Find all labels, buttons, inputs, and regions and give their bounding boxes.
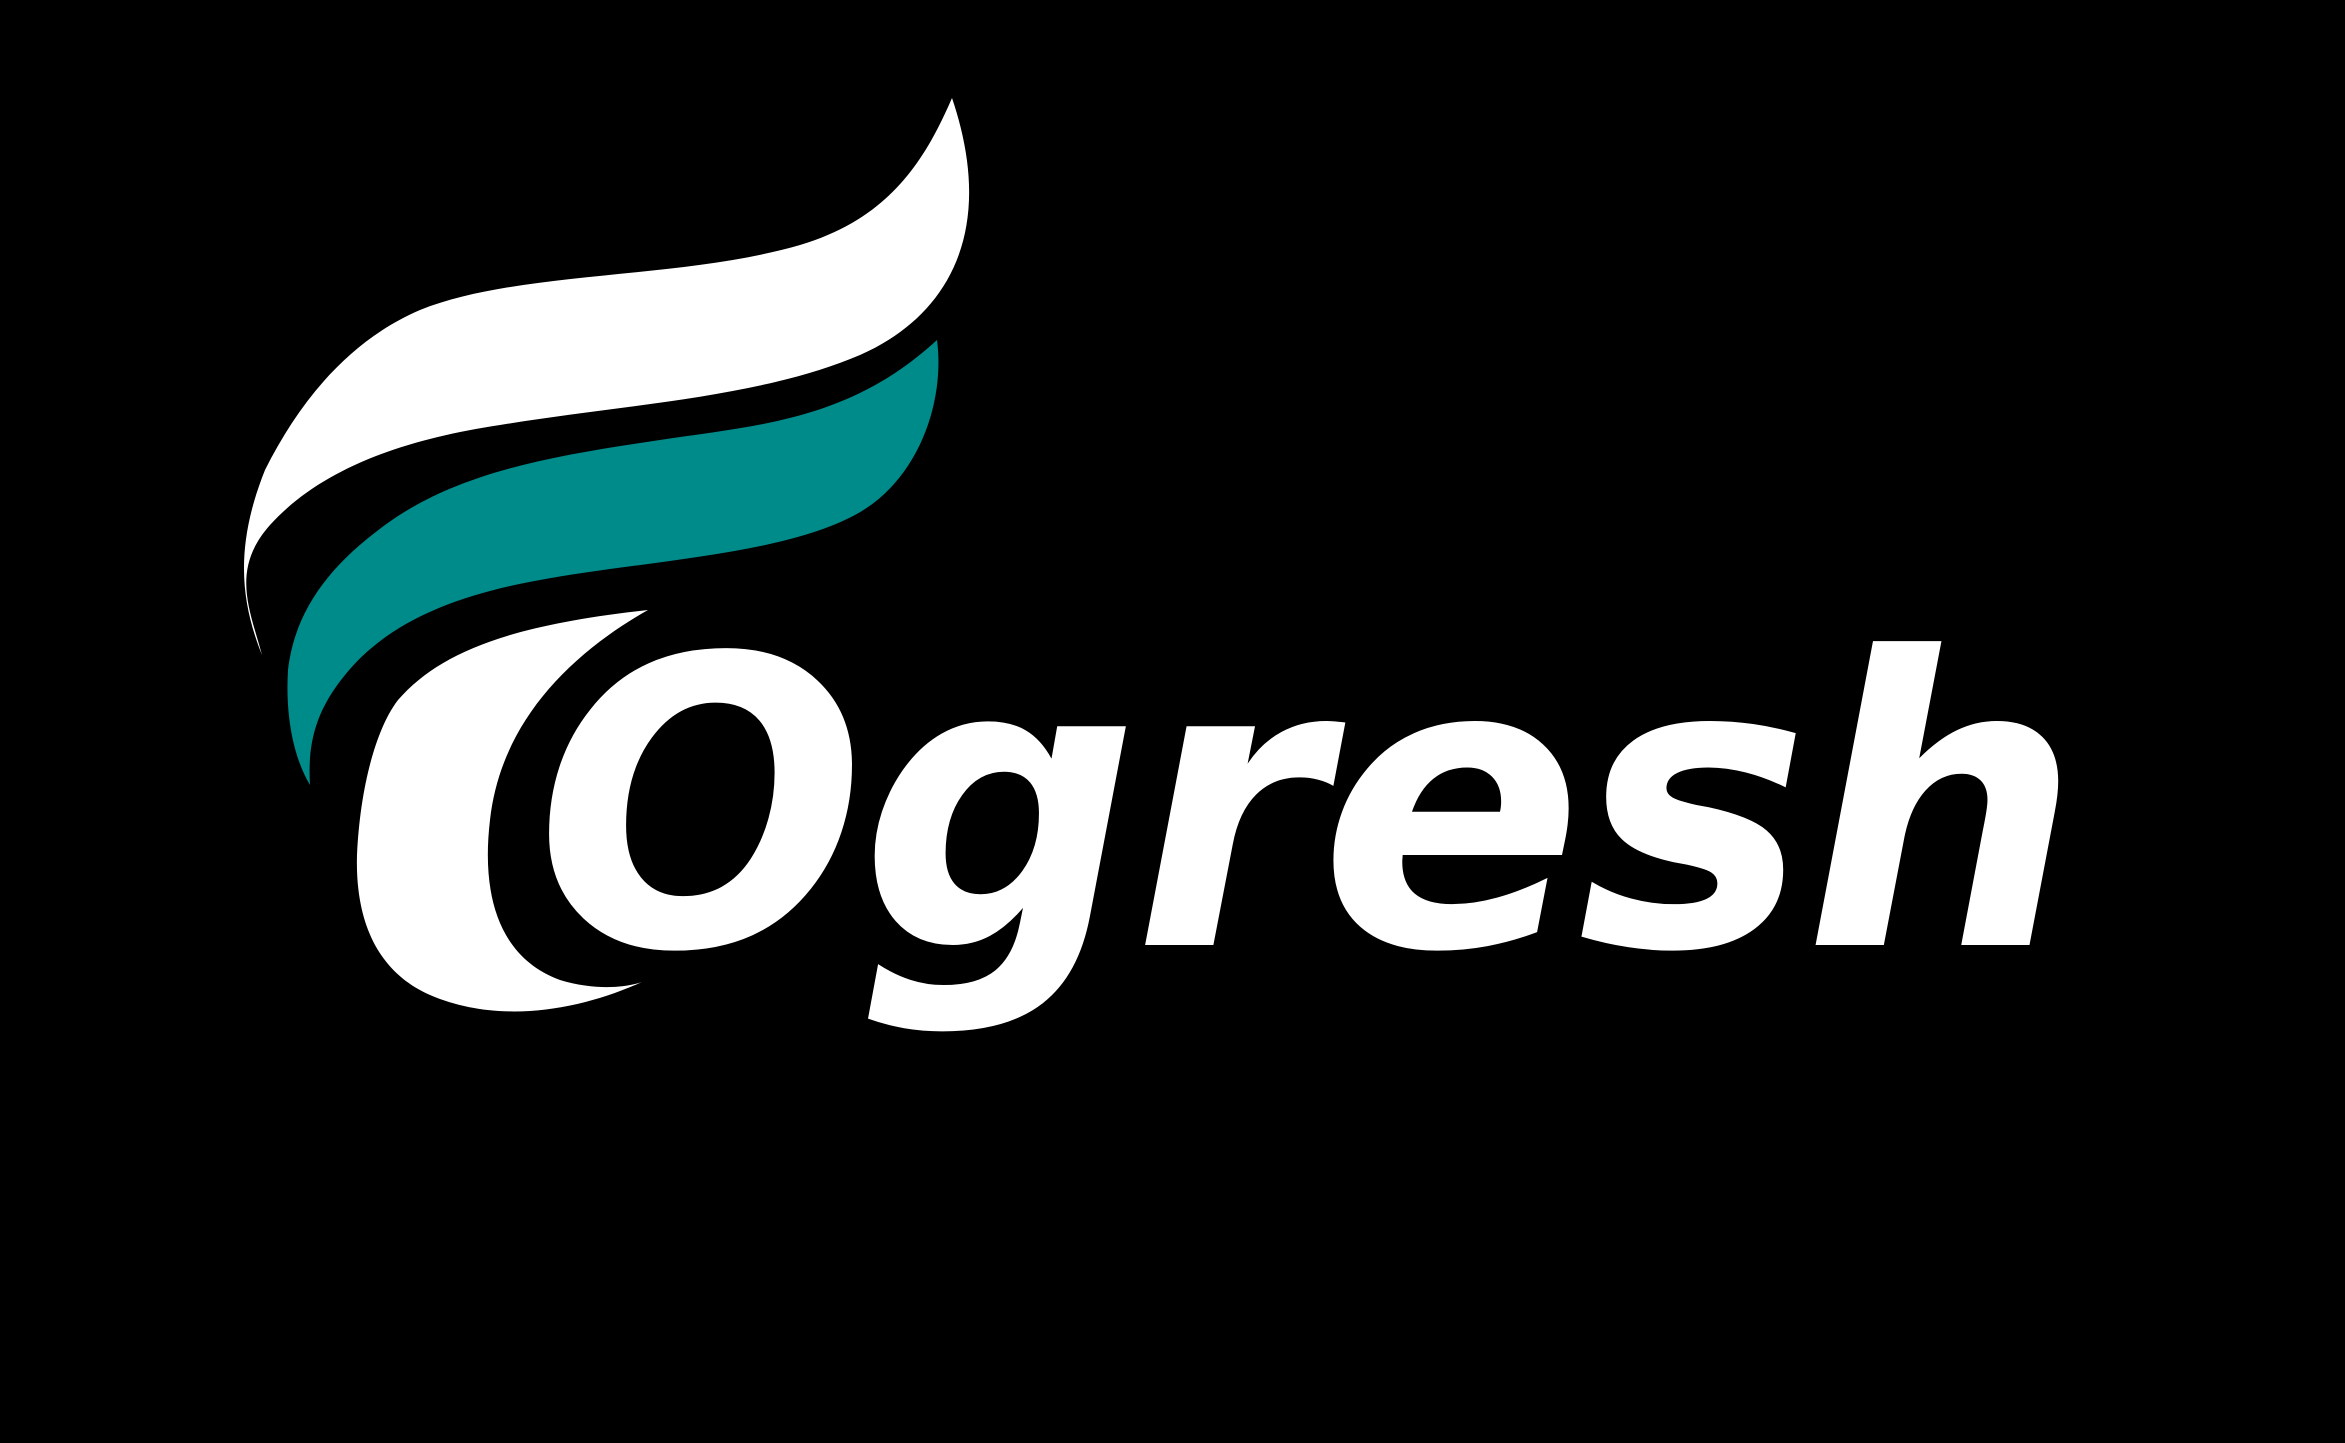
flame-swoosh-icon — [243, 98, 970, 1012]
wordmark-text: Ogresh — [535, 575, 2075, 1040]
swoosh-teal-middle — [287, 340, 939, 785]
swoosh-white-top — [243, 98, 970, 655]
swoosh-white-bottom — [356, 610, 648, 1012]
